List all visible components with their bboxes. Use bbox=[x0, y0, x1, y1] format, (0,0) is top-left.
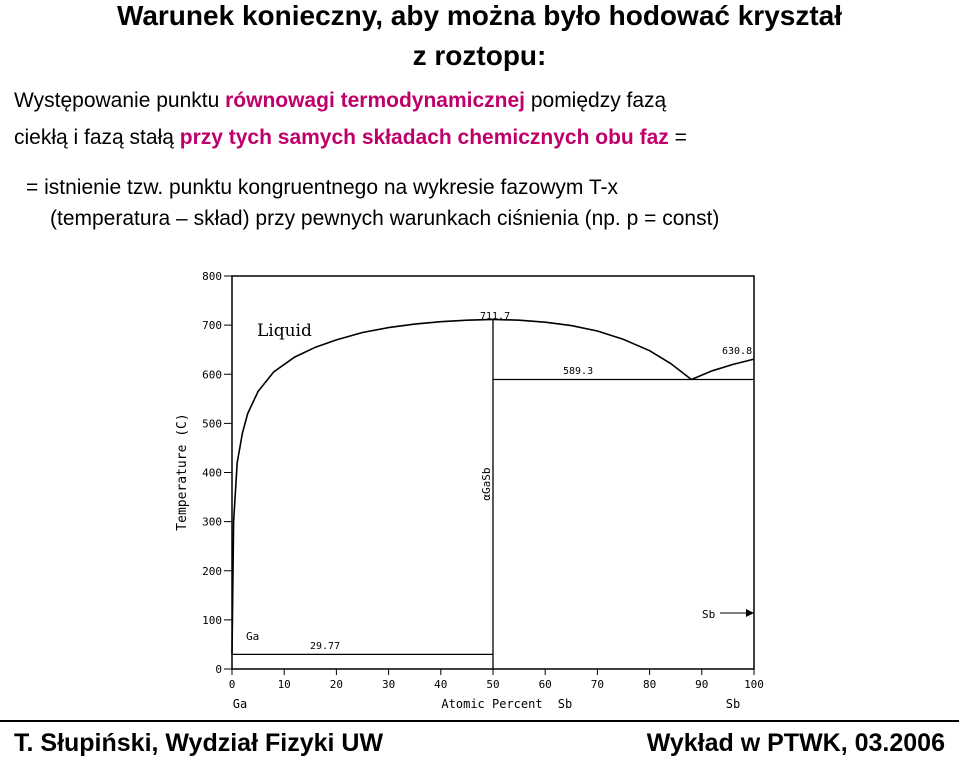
y-tick-label: 700 bbox=[202, 319, 222, 332]
annotation-congruent: 711.7 bbox=[480, 311, 510, 322]
footer-lecture: Wykład w PTWK, 03.2006 bbox=[646, 729, 945, 757]
body-text: ciekłą i fazą stałą bbox=[14, 126, 180, 149]
x-tick-label: 10 bbox=[278, 678, 291, 691]
x-axis-label-suffix: Sb bbox=[558, 697, 572, 711]
annotation-ga-eutectic: 29.77 bbox=[310, 641, 340, 652]
x-tick-label: 30 bbox=[382, 678, 395, 691]
highlight-same-composition: przy tych samych składach chemicznych ob… bbox=[179, 126, 669, 149]
x-end-label-right: Sb bbox=[726, 697, 740, 711]
phase-diagram: 0 100 200 300 400 500 600 700 800 0 10 20 30 40 50 60 7… bbox=[175, 270, 764, 711]
slide-title-line1: Warunek konieczny, aby można było hodowa… bbox=[116, 0, 843, 31]
body-text: pomiędzy fazą bbox=[525, 89, 667, 112]
label-sb: Sb bbox=[702, 608, 715, 621]
footer-divider bbox=[0, 720, 959, 722]
liquidus-curve-1 bbox=[231, 318, 494, 655]
body-text: Występowanie punktu bbox=[14, 89, 226, 112]
body-text: = bbox=[668, 126, 687, 149]
y-tick-label: 200 bbox=[202, 565, 222, 578]
label-liquid: Liquid bbox=[257, 321, 312, 341]
x-tick-label: 90 bbox=[695, 678, 708, 691]
y-tick-label: 800 bbox=[202, 270, 222, 283]
y-tick-label: 300 bbox=[202, 516, 222, 529]
slide-title-line2: z roztopu: bbox=[412, 40, 547, 71]
liquidus-curve-3 bbox=[691, 358, 755, 381]
x-tick-label: 60 bbox=[539, 678, 552, 691]
body-line-2: ciekłą i fazą stałą przy tych samych skł… bbox=[14, 125, 687, 151]
y-tick-label: 600 bbox=[202, 368, 222, 381]
footer-author: T. Słupiński, Wydział Fizyki UW bbox=[14, 729, 384, 757]
y-tick-label: 0 bbox=[215, 663, 222, 676]
body-line-4: (temperatura – skład) przy pewnych warun… bbox=[50, 207, 720, 230]
annotation-eutectic: 589.3 bbox=[563, 366, 593, 377]
y-tick-label: 400 bbox=[202, 467, 222, 480]
y-tick-label: 500 bbox=[202, 417, 222, 430]
body-line-1: Występowanie punktu równowagi termodynam… bbox=[14, 88, 666, 114]
x-tick-label: 100 bbox=[744, 678, 764, 691]
sb-arrow-head bbox=[746, 609, 754, 617]
x-tick-label: 20 bbox=[330, 678, 343, 691]
annotation-sb-melt: 630.8 bbox=[722, 346, 752, 357]
label-compound: αGaSb bbox=[480, 467, 493, 500]
body-line-3: = istnienie tzw. punktu kongruentnego na… bbox=[26, 176, 619, 199]
x-tick-label: 50 bbox=[486, 678, 499, 691]
liquidus-curve-2 bbox=[492, 318, 692, 381]
x-axis-label: Atomic Percent bbox=[441, 697, 542, 711]
x-tick-label: 80 bbox=[643, 678, 656, 691]
x-tick-label: 70 bbox=[591, 678, 604, 691]
x-tick-label: 0 bbox=[229, 678, 236, 691]
y-tick-label: 100 bbox=[202, 614, 222, 627]
highlight-equilibrium: równowagi termodynamicznej bbox=[225, 89, 525, 112]
x-tick-label: 40 bbox=[434, 678, 447, 691]
x-end-label-left: Ga bbox=[233, 697, 247, 711]
label-ga: Ga bbox=[246, 630, 259, 643]
y-axis-label: Temperature (C) bbox=[175, 413, 190, 530]
